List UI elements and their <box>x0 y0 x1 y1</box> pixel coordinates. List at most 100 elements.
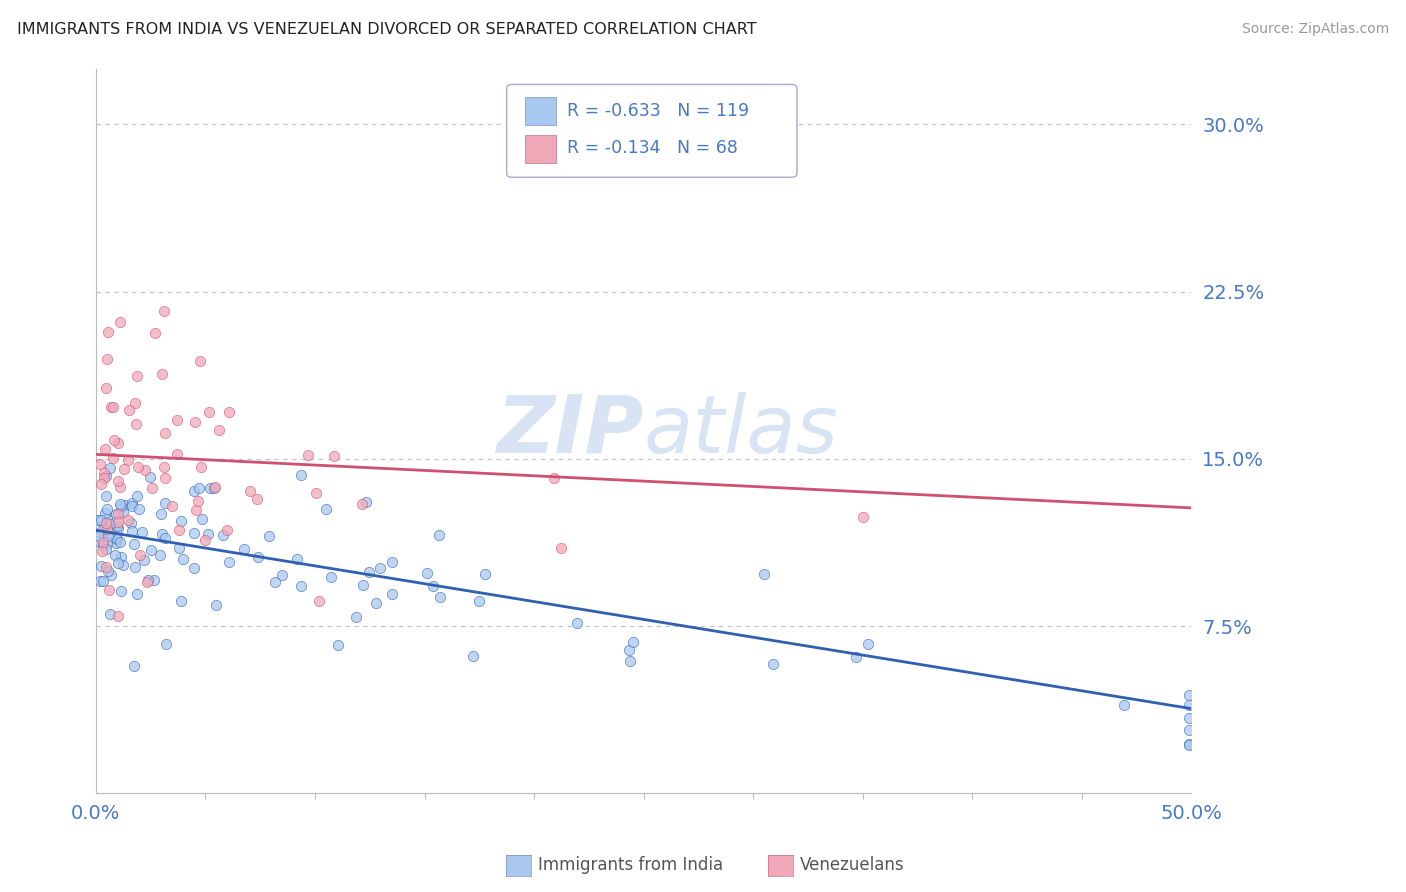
Point <box>218 555 240 569</box>
Point <box>90 558 112 573</box>
Point <box>127 368 149 383</box>
Point <box>94 559 117 574</box>
Point <box>117 453 139 467</box>
Point <box>93 471 115 485</box>
Point <box>856 637 879 651</box>
Point <box>89 457 111 471</box>
Point <box>108 480 131 494</box>
Point <box>121 499 143 513</box>
Point <box>1178 738 1201 752</box>
Point <box>167 541 190 555</box>
Point <box>1178 688 1201 702</box>
Point <box>212 528 235 542</box>
Point <box>1178 723 1201 738</box>
Point <box>118 403 141 417</box>
Point <box>127 489 149 503</box>
Point <box>125 417 148 432</box>
Point <box>204 480 226 494</box>
Point <box>124 560 146 574</box>
Point <box>142 573 165 587</box>
Point <box>190 459 212 474</box>
Point <box>215 523 238 537</box>
Point <box>155 426 177 441</box>
Point <box>153 471 176 485</box>
Point <box>190 354 212 368</box>
Point <box>205 598 228 612</box>
Point <box>121 524 143 538</box>
Point <box>96 501 118 516</box>
Point <box>184 502 207 516</box>
Point <box>89 529 111 543</box>
Point <box>131 524 153 539</box>
Point <box>94 381 117 395</box>
Point <box>114 498 136 512</box>
Point <box>129 548 152 562</box>
Point <box>90 513 112 527</box>
Point <box>94 506 117 520</box>
Point <box>107 435 129 450</box>
Point <box>172 551 194 566</box>
Point <box>100 567 122 582</box>
Point <box>380 587 402 601</box>
Point <box>103 434 125 448</box>
Point <box>90 477 112 491</box>
Point <box>285 552 308 566</box>
Point <box>122 659 145 673</box>
Point <box>197 526 219 541</box>
Point <box>290 578 312 592</box>
Point <box>198 404 221 418</box>
Point <box>259 529 281 543</box>
Point <box>218 405 240 419</box>
Point <box>127 587 149 601</box>
Point <box>368 561 391 575</box>
Point <box>191 512 214 526</box>
Point <box>103 521 125 535</box>
Point <box>94 489 117 503</box>
Point <box>350 497 373 511</box>
Point <box>1112 698 1135 713</box>
Point <box>93 466 115 480</box>
Point <box>354 494 377 508</box>
Point <box>621 635 644 649</box>
Point <box>91 574 114 588</box>
Point <box>104 508 127 522</box>
Point <box>461 648 484 663</box>
Point <box>308 593 330 607</box>
Point <box>141 543 163 558</box>
Point <box>100 400 122 414</box>
Point <box>160 499 183 513</box>
Text: R = -0.134   N = 68: R = -0.134 N = 68 <box>567 139 738 157</box>
Point <box>139 470 162 484</box>
Point <box>136 573 159 587</box>
Point <box>321 570 343 584</box>
Point <box>94 542 117 557</box>
Point <box>110 583 132 598</box>
Text: R = -0.633   N = 119: R = -0.633 N = 119 <box>567 103 749 120</box>
Point <box>110 499 132 513</box>
Point <box>619 654 641 668</box>
Point <box>153 304 176 318</box>
Point <box>94 516 117 531</box>
Point <box>143 326 166 340</box>
Point <box>239 483 262 498</box>
Point <box>87 513 110 527</box>
Point <box>183 483 205 498</box>
Point <box>110 315 132 329</box>
Point <box>290 468 312 483</box>
Point <box>103 450 125 465</box>
Point <box>127 459 149 474</box>
Point <box>427 528 450 542</box>
Point <box>107 515 129 529</box>
Point <box>366 596 388 610</box>
Point <box>344 609 367 624</box>
Point <box>100 460 122 475</box>
Point <box>150 527 173 541</box>
Point <box>183 561 205 575</box>
Point <box>617 643 640 657</box>
Point <box>96 511 118 525</box>
Point <box>108 535 131 549</box>
Point <box>104 548 127 562</box>
Point <box>112 462 135 476</box>
Point <box>328 638 350 652</box>
Point <box>264 574 287 589</box>
